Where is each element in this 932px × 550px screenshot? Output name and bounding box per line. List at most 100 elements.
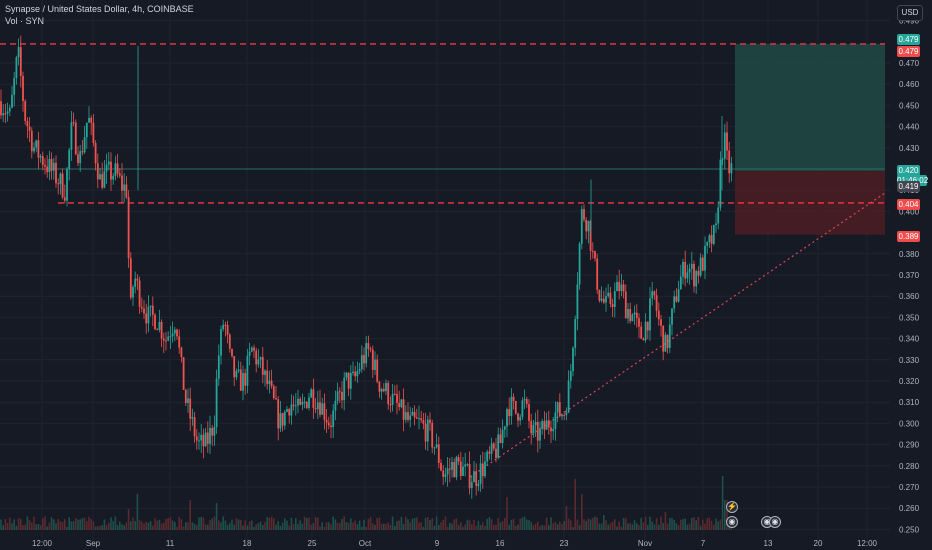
candle-body <box>514 400 517 414</box>
candle-body <box>600 298 603 301</box>
candle-body <box>519 416 522 421</box>
candle-body <box>701 257 704 271</box>
volume-bar <box>156 520 158 530</box>
support-price-badge: 0.404 <box>897 198 920 210</box>
candle-body <box>396 393 398 404</box>
volume-bar <box>61 521 64 530</box>
candle-body <box>354 371 357 377</box>
volume-bar <box>697 516 700 530</box>
candle-body <box>671 308 673 325</box>
volume-bar <box>103 519 106 530</box>
candle-body <box>11 94 13 108</box>
us-flag-event-icon-3[interactable]: ◉ <box>769 516 781 528</box>
volume-bar <box>130 521 132 530</box>
volume-bar <box>468 520 471 530</box>
candle-body <box>402 399 405 420</box>
volume-bar <box>684 518 686 530</box>
volume-bar <box>345 522 348 530</box>
volume-bar <box>585 521 587 530</box>
volume-bar <box>343 516 345 530</box>
volume-bar <box>22 525 24 530</box>
candle-body <box>426 419 429 442</box>
candle-body <box>521 400 524 417</box>
candle-body <box>270 380 273 387</box>
volume-bar <box>719 519 722 530</box>
time-tick: 13 <box>764 539 773 548</box>
candle-body <box>464 464 467 467</box>
volume-bar <box>64 519 66 530</box>
volume-bar <box>649 516 651 530</box>
candle-body <box>341 392 343 401</box>
currency-button[interactable]: USD <box>897 5 923 21</box>
volume-bar <box>622 518 625 530</box>
volume-bar <box>79 519 81 530</box>
price-tick: 0.440 <box>899 123 920 132</box>
candle-body <box>178 336 181 348</box>
volume-bar <box>108 522 110 530</box>
time-tick: 20 <box>814 539 823 548</box>
volume-bar <box>361 526 363 530</box>
candle-body <box>468 464 471 489</box>
candle-body <box>360 355 363 370</box>
candle-body <box>327 422 330 426</box>
volume-bar <box>638 525 640 530</box>
candle-body <box>508 409 511 416</box>
volume-bar <box>636 523 638 530</box>
volume-bar <box>587 518 590 530</box>
take-profit-zone[interactable] <box>735 43 885 172</box>
candle-body <box>275 398 277 400</box>
volume-bar <box>268 517 271 530</box>
candle-body <box>457 457 460 462</box>
volume-bar <box>200 516 202 530</box>
volume-bar <box>438 524 440 530</box>
candle-body <box>536 421 539 441</box>
candle-body <box>488 451 491 454</box>
volume-bar <box>506 497 508 530</box>
candle-body <box>292 404 295 406</box>
time-tick: 18 <box>243 539 252 548</box>
volume-bar <box>99 525 101 530</box>
candle-body <box>492 443 495 449</box>
volume-bar <box>213 516 216 530</box>
volume-bar <box>530 521 532 530</box>
candle-body <box>567 380 570 413</box>
volume-bar <box>570 520 572 530</box>
candle-body <box>330 425 332 428</box>
candle-body <box>635 312 638 319</box>
time-axis[interactable]: 12:00 Sep 11 18 25 Oct 9 16 23 Nov 7 13 20 12:00 <box>32 539 878 548</box>
volume-bar <box>110 517 112 530</box>
bar-countdown-badge: 01:46:02 <box>897 175 928 186</box>
candle-body <box>558 402 561 417</box>
volume-bar <box>48 522 51 530</box>
volume-bar <box>2 525 4 530</box>
candle-body <box>596 258 599 290</box>
volume-bar <box>44 516 46 530</box>
candle-body <box>569 371 572 381</box>
candle-body <box>717 207 720 224</box>
volume-bar <box>552 523 554 530</box>
volume-bar <box>149 521 152 530</box>
us-flag-event-icon[interactable]: ◉ <box>726 516 738 528</box>
candle-body <box>576 284 579 320</box>
price-tick: 0.450 <box>899 101 920 110</box>
volume-bar <box>279 525 282 530</box>
candle-body <box>668 324 671 348</box>
candle-body <box>675 296 678 302</box>
volume-bar <box>233 524 235 530</box>
volume-bar <box>603 515 605 530</box>
candle-body <box>664 334 667 352</box>
volume-bar <box>347 522 350 530</box>
candle-body <box>226 325 229 335</box>
ascending-trendline[interactable] <box>469 192 886 478</box>
candle-body <box>404 412 407 420</box>
volume-bar <box>460 522 462 530</box>
candle-body <box>325 419 328 423</box>
candle-body <box>352 371 354 374</box>
volume-bar <box>526 519 528 530</box>
volume-bar <box>68 517 70 530</box>
price-axis[interactable]: 0.4900.4700.4600.4500.4400.4300.4100.400… <box>899 17 920 535</box>
volume-bar <box>154 518 156 530</box>
lightning-event-icon[interactable]: ⚡ <box>726 501 738 513</box>
price-tick: 0.430 <box>899 144 920 153</box>
